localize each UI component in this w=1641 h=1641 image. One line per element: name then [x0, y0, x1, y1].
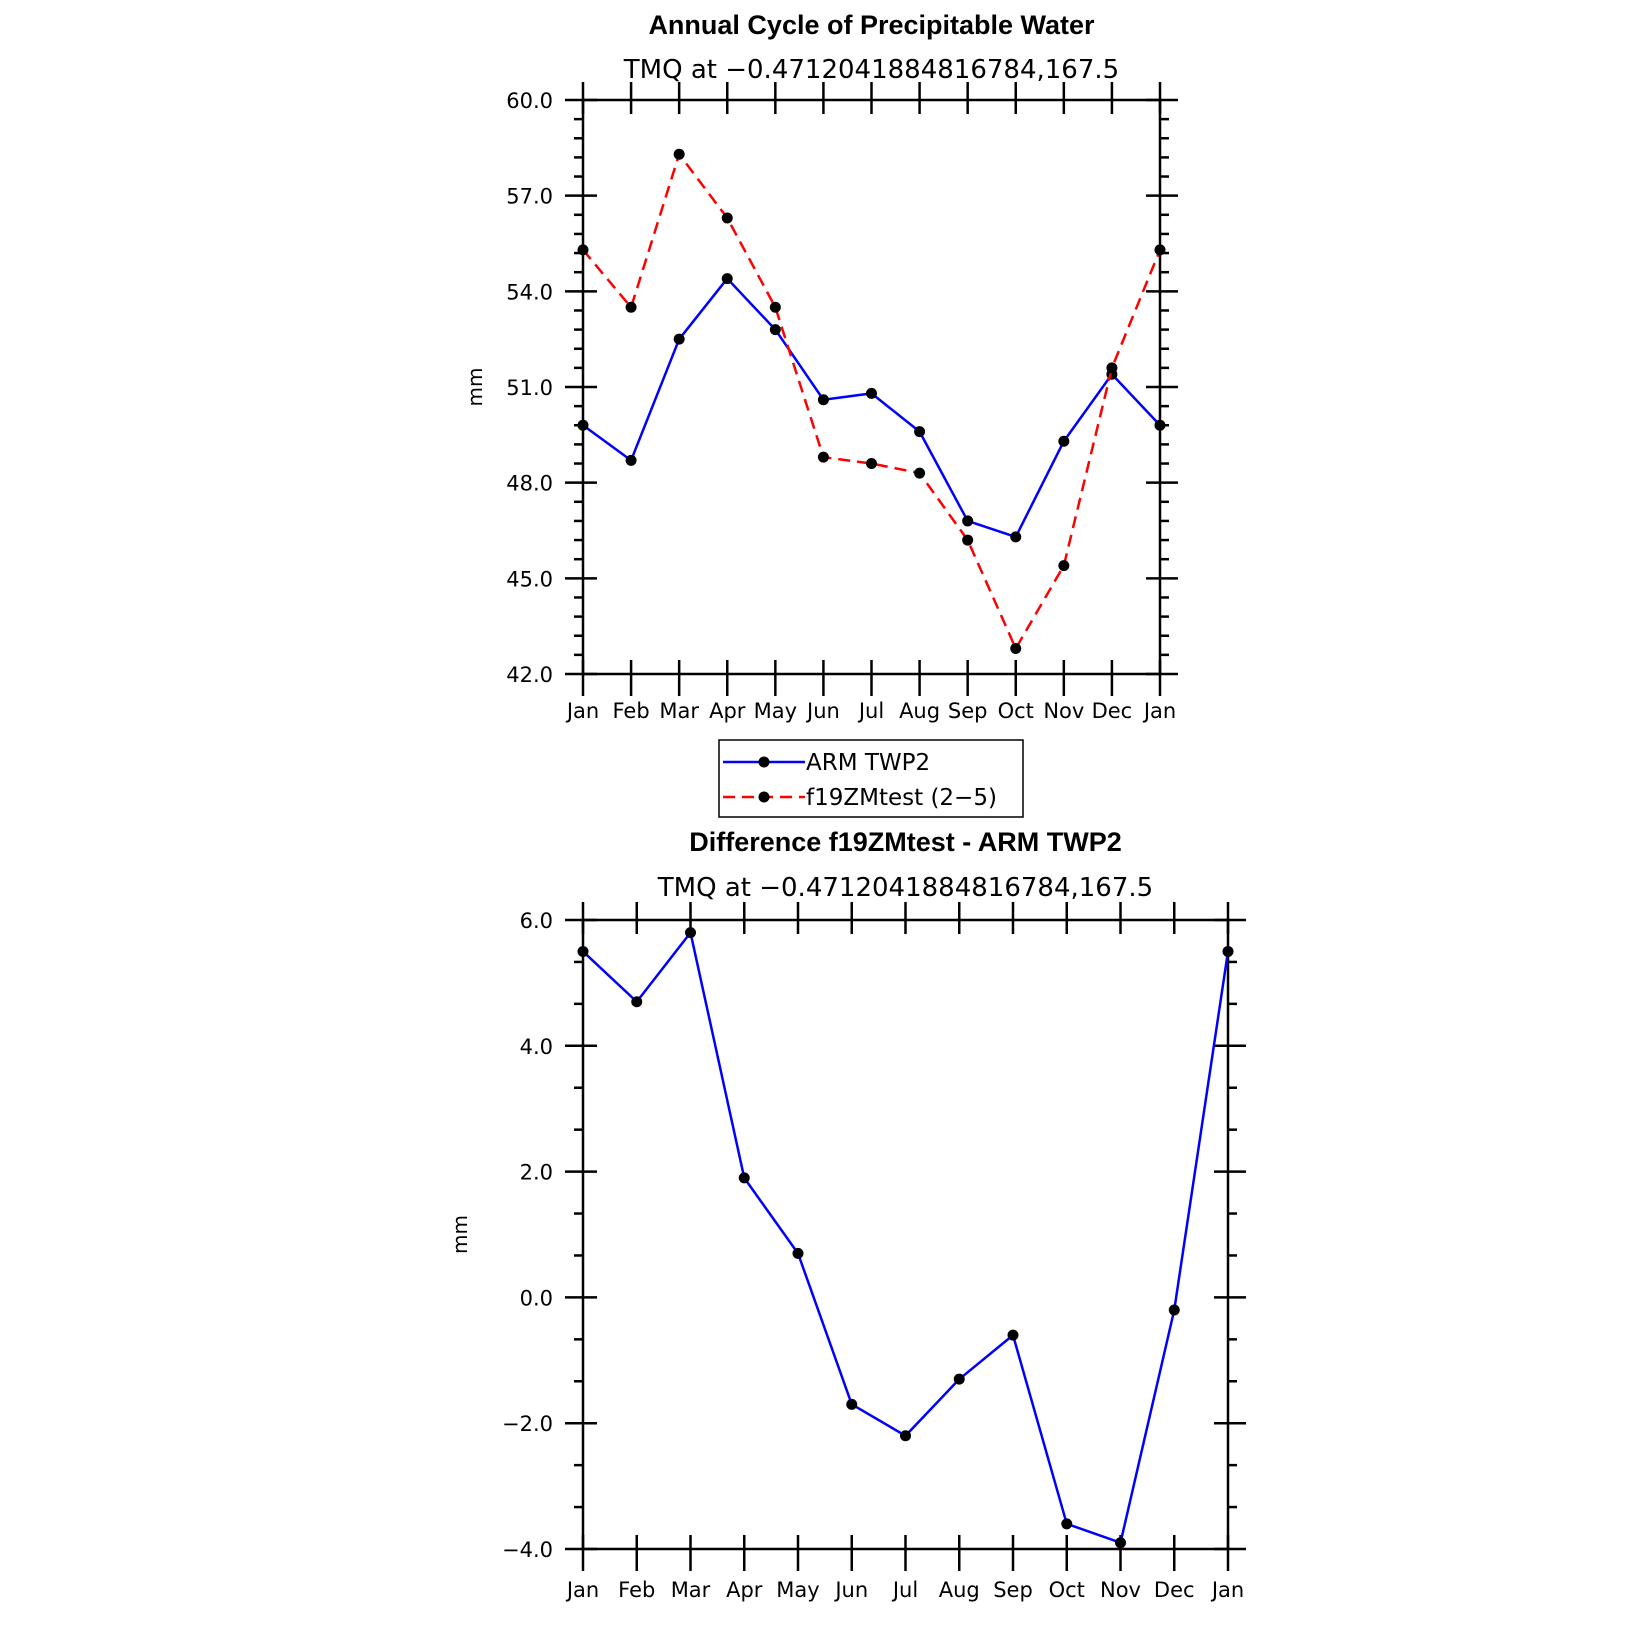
- x-tick-label: Dec: [1154, 1578, 1195, 1602]
- x-tick-label: May: [754, 699, 797, 723]
- data-point: [1168, 1304, 1180, 1316]
- y-tick-label: 57.0: [506, 185, 553, 209]
- chart-title: Difference f19ZMtest - ARM TWP2: [689, 827, 1122, 857]
- series-line-1: [582, 152, 1162, 650]
- data-point: [577, 945, 589, 957]
- data-point: [1222, 945, 1234, 957]
- chart-annual-cycle: Annual Cycle of Precipitable Water TMQ at…: [463, 10, 1178, 818]
- chart-subtitle: TMQ at −0.4712041884816784,167.5: [623, 55, 1119, 85]
- data-point: [953, 1373, 965, 1385]
- chart-difference: Difference f19ZMtest - ARM TWP2 TMQ at −0…: [448, 827, 1246, 1602]
- data-point: [685, 927, 696, 939]
- x-tick-label: Aug: [899, 699, 940, 723]
- x-tick-label: Apr: [726, 1578, 763, 1602]
- x-tick-label: Jun: [833, 1578, 868, 1602]
- data-point: [866, 458, 877, 470]
- data-point: [769, 324, 781, 336]
- data-point: [631, 996, 643, 1008]
- data-point: [1154, 244, 1166, 256]
- data-point: [1010, 531, 1022, 543]
- data-point: [817, 451, 829, 463]
- x-tick-label: Feb: [618, 1578, 655, 1602]
- data-point: [792, 1247, 804, 1259]
- series-line-0: [582, 931, 1230, 1544]
- data-point: [1061, 1518, 1073, 1530]
- x-tick-label: Sep: [948, 699, 988, 723]
- y-tick-label: 51.0: [506, 376, 553, 400]
- y-tick-label: −4.0: [502, 1538, 553, 1562]
- x-tick-label: Dec: [1092, 699, 1133, 723]
- data-point: [721, 273, 733, 285]
- y-tick-label: 60.0: [506, 89, 553, 113]
- y-tick-label: 48.0: [506, 472, 553, 496]
- legend: ARM TWP2 f19ZMtest (2−5): [718, 739, 1024, 818]
- data-point: [914, 426, 926, 438]
- data-point: [1115, 1537, 1126, 1549]
- data-point: [1007, 1329, 1019, 1341]
- data-point: [673, 333, 685, 345]
- data-point: [866, 387, 877, 399]
- data-point: [769, 301, 781, 313]
- data-point: [577, 244, 589, 256]
- data-point: [900, 1430, 911, 1442]
- x-tick-label: Nov: [1043, 699, 1084, 723]
- legend-label-1: f19ZMtest (2−5): [806, 785, 997, 811]
- y-tick-label: 6.0: [520, 909, 553, 933]
- data-point: [962, 515, 974, 527]
- x-tick-label: Nov: [1100, 1578, 1141, 1602]
- legend-box: [718, 739, 1024, 818]
- data-point: [846, 1398, 858, 1410]
- data-point: [817, 394, 829, 406]
- y-axis-label: mm: [448, 1215, 472, 1254]
- data-point: [625, 301, 637, 313]
- legend-marker-0: [758, 756, 770, 768]
- y-tick-label: 0.0: [520, 1286, 553, 1310]
- data-point: [625, 454, 637, 466]
- x-tick-label: Mar: [671, 1578, 711, 1602]
- x-tick-label: Oct: [998, 699, 1034, 723]
- data-point: [673, 148, 685, 160]
- x-tick-label: Jan: [1142, 699, 1176, 723]
- data-point: [914, 467, 926, 479]
- x-tick-label: Feb: [612, 699, 649, 723]
- x-tick-label: Mar: [659, 699, 699, 723]
- x-tick-label: Jun: [805, 699, 840, 723]
- legend-marker-1: [758, 791, 770, 803]
- plot-frame: [581, 98, 1162, 676]
- y-axis-label: mm: [463, 368, 487, 407]
- x-tick-label: Jan: [565, 699, 599, 723]
- data-point: [738, 1172, 750, 1184]
- data-point: [577, 419, 589, 431]
- x-tick-label: Sep: [993, 1578, 1033, 1602]
- data-point: [1154, 419, 1166, 431]
- plot-frame: [581, 918, 1230, 1551]
- data-point: [721, 212, 733, 224]
- x-tick-label: Aug: [939, 1578, 980, 1602]
- data-point: [1058, 435, 1070, 447]
- legend-label-0: ARM TWP2: [806, 750, 930, 776]
- y-tick-label: 42.0: [506, 663, 553, 687]
- x-tick-label: Jan: [1210, 1578, 1244, 1602]
- x-tick-label: May: [776, 1578, 819, 1602]
- data-point: [962, 534, 974, 546]
- y-tick-label: 4.0: [520, 1035, 553, 1059]
- chart-title: Annual Cycle of Precipitable Water: [648, 10, 1095, 40]
- x-tick-label: Jul: [857, 699, 884, 723]
- x-tick-label: Jul: [891, 1578, 918, 1602]
- x-tick-label: Oct: [1049, 1578, 1085, 1602]
- y-tick-label: 45.0: [506, 567, 553, 591]
- data-point: [1010, 642, 1022, 654]
- series-line-0: [582, 277, 1161, 539]
- chart-subtitle: TMQ at −0.4712041884816784,167.5: [657, 873, 1153, 903]
- y-tick-label: 2.0: [520, 1161, 553, 1185]
- data-point: [1058, 560, 1070, 572]
- y-tick-label: 54.0: [506, 280, 553, 304]
- data-point: [1106, 362, 1118, 374]
- x-tick-label: Apr: [709, 699, 746, 723]
- x-tick-label: Jan: [565, 1578, 599, 1602]
- y-tick-label: −2.0: [502, 1412, 553, 1436]
